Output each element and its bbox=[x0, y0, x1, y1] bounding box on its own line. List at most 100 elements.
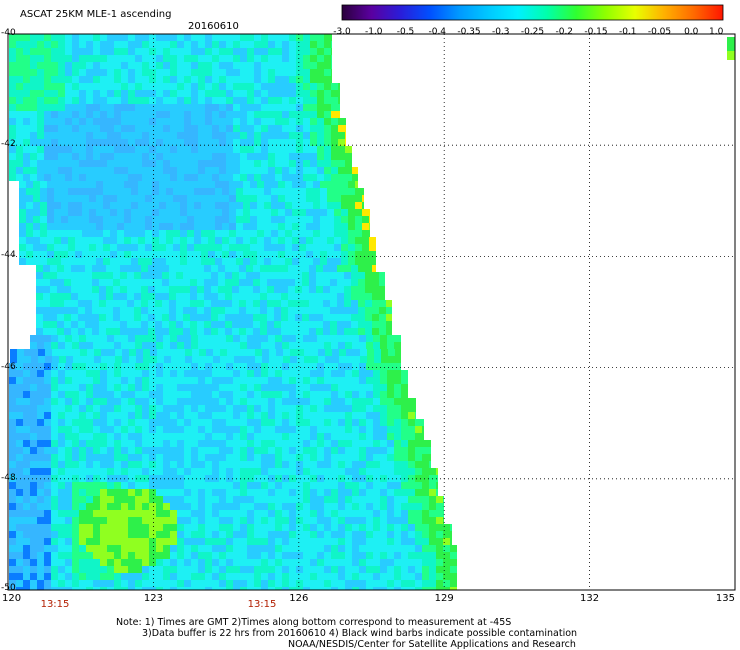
data-pixel bbox=[359, 482, 366, 489]
note-line-1: Note: 1) Times are GMT 2)Times along bot… bbox=[116, 617, 511, 628]
data-pixel bbox=[37, 335, 44, 342]
data-pixel bbox=[254, 153, 261, 160]
data-pixel bbox=[373, 545, 380, 552]
data-pixel bbox=[254, 83, 261, 90]
data-pixel bbox=[162, 293, 169, 300]
data-pixel bbox=[72, 97, 79, 104]
data-pixel bbox=[162, 279, 169, 286]
data-pixel bbox=[226, 496, 233, 503]
data-pixel bbox=[37, 566, 44, 573]
data-pixel bbox=[16, 489, 23, 496]
data-pixel bbox=[219, 503, 226, 510]
data-pixel bbox=[93, 482, 100, 489]
data-pixel bbox=[222, 202, 229, 209]
data-pixel bbox=[331, 34, 332, 41]
data-pixel bbox=[75, 251, 82, 258]
data-pixel bbox=[317, 69, 324, 76]
data-pixel bbox=[401, 524, 408, 531]
data-pixel bbox=[23, 573, 30, 580]
data-pixel bbox=[101, 356, 108, 363]
data-pixel bbox=[275, 97, 282, 104]
data-pixel bbox=[80, 349, 87, 356]
data-pixel bbox=[219, 398, 226, 405]
data-pixel bbox=[9, 426, 16, 433]
data-pixel bbox=[79, 566, 86, 573]
data-pixel bbox=[341, 244, 348, 251]
data-pixel bbox=[198, 153, 205, 160]
data-pixel bbox=[30, 160, 37, 167]
data-pixel bbox=[58, 475, 65, 482]
data-pixel bbox=[338, 125, 345, 132]
data-pixel bbox=[142, 524, 149, 531]
data-pixel bbox=[170, 174, 177, 181]
data-pixel bbox=[149, 55, 156, 62]
data-pixel bbox=[429, 496, 436, 503]
data-pixel bbox=[100, 573, 107, 580]
data-pixel bbox=[156, 524, 163, 531]
data-pixel bbox=[191, 83, 198, 90]
data-pixel bbox=[40, 195, 47, 202]
data-pixel bbox=[247, 531, 254, 538]
data-pixel bbox=[338, 398, 345, 405]
data-pixel bbox=[261, 160, 268, 167]
data-pixel bbox=[299, 223, 306, 230]
data-pixel bbox=[338, 342, 345, 349]
data-pixel bbox=[208, 195, 215, 202]
data-pixel bbox=[205, 559, 212, 566]
data-pixel bbox=[436, 510, 443, 517]
data-pixel bbox=[310, 517, 317, 524]
data-pixel bbox=[260, 300, 267, 307]
data-pixel bbox=[79, 104, 86, 111]
data-pixel bbox=[201, 202, 208, 209]
data-pixel bbox=[240, 489, 247, 496]
data-pixel bbox=[316, 279, 323, 286]
data-pixel bbox=[274, 307, 281, 314]
data-pixel bbox=[134, 286, 141, 293]
data-pixel bbox=[288, 300, 295, 307]
data-pixel bbox=[44, 580, 51, 587]
data-pixel bbox=[394, 363, 401, 370]
data-pixel bbox=[254, 566, 261, 573]
data-pixel bbox=[369, 251, 376, 258]
data-pixel bbox=[93, 125, 100, 132]
data-pixel bbox=[72, 370, 79, 377]
data-pixel bbox=[180, 188, 187, 195]
data-pixel bbox=[107, 34, 114, 41]
data-pixel bbox=[341, 237, 348, 244]
data-pixel bbox=[86, 503, 93, 510]
data-pixel bbox=[317, 405, 324, 412]
data-pixel bbox=[26, 195, 33, 202]
data-pixel bbox=[262, 349, 269, 356]
data-pixel bbox=[16, 461, 23, 468]
data-pixel bbox=[44, 461, 51, 468]
data-pixel bbox=[268, 41, 275, 48]
data-pixel bbox=[220, 356, 227, 363]
data-pixel bbox=[372, 279, 379, 286]
data-pixel bbox=[94, 349, 101, 356]
data-pixel bbox=[51, 566, 58, 573]
data-pixel bbox=[78, 300, 85, 307]
data-pixel bbox=[177, 398, 184, 405]
data-pixel bbox=[303, 426, 310, 433]
data-pixel bbox=[219, 160, 226, 167]
data-pixel bbox=[218, 279, 225, 286]
data-pixel bbox=[247, 482, 254, 489]
data-pixel bbox=[282, 440, 289, 447]
data-pixel bbox=[358, 314, 365, 321]
data-pixel bbox=[241, 349, 248, 356]
data-pixel bbox=[331, 566, 338, 573]
data-pixel bbox=[443, 496, 444, 503]
data-pixel bbox=[128, 461, 135, 468]
data-pixel bbox=[386, 307, 392, 314]
data-pixel bbox=[23, 545, 30, 552]
data-pixel bbox=[61, 202, 68, 209]
data-pixel bbox=[338, 454, 345, 461]
data-pixel bbox=[289, 132, 296, 139]
data-pixel bbox=[58, 55, 65, 62]
data-pixel bbox=[271, 209, 278, 216]
data-pixel bbox=[9, 160, 16, 167]
data-pixel bbox=[82, 230, 89, 237]
data-pixel bbox=[114, 146, 121, 153]
data-pixel bbox=[289, 419, 296, 426]
data-pixel bbox=[51, 125, 58, 132]
